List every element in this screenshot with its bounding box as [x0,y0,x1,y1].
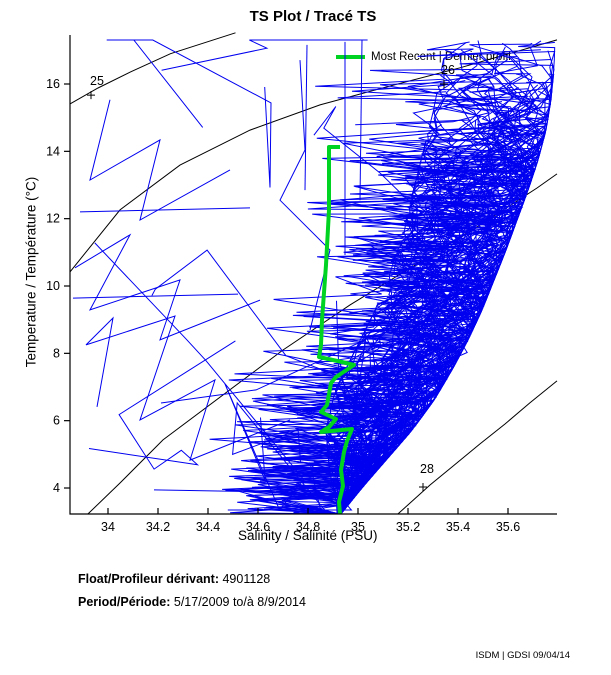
period-line: Period/Période: 5/17/2009 to/à 8/9/2014 [78,591,306,614]
x-tick-label: 35.2 [396,520,420,534]
y-tick-label: 12 [46,212,60,226]
ts-profile-line [160,257,468,404]
x-tick-label: 34.6 [246,520,270,534]
y-tick-label: 8 [53,346,60,360]
contour-label: 28 [420,462,434,476]
float-id-value: 4901128 [222,572,271,586]
ts-profile-line [153,462,353,511]
density-contour-line [397,380,558,515]
ts-profile-line [151,249,340,378]
ts-profile-line [89,99,231,221]
contour-anchor-plus [87,91,95,100]
legend-line-swatch [336,55,365,59]
source-stamp: ISDM | GDSI 09/04/14 [475,650,570,661]
density-contour-line [69,32,236,105]
ts-profile-line [304,44,308,191]
plot-title: TS Plot / Tracé TS [249,8,377,25]
ts-profile-line [280,321,471,515]
ts-profile-line [106,39,272,188]
ts-profile-line [337,50,555,515]
ts-profile-line [94,242,305,511]
x-tick-label: 34.2 [146,520,170,534]
y-tick-label: 6 [53,414,60,428]
ts-profile-line [327,168,526,515]
ts-profile-line [337,265,487,515]
ts-profile-line [339,432,369,515]
x-tick-label: 35.6 [496,520,520,534]
ts-profile-line [339,337,462,515]
ts-profile-line [319,277,450,515]
ts-profile-line [161,39,368,71]
y-tick-label: 10 [46,279,60,293]
ts-profile-line [74,233,261,341]
ts-profile-line [72,293,239,299]
ts-profile-line [85,315,291,461]
y-tick-label: 16 [46,77,60,91]
density-contour-line [69,39,558,273]
y-tick-label: 4 [53,481,60,495]
x-axis-label: Salinity / Salinité (PSU) [238,528,378,543]
ts-profile-line [237,158,494,515]
ts-profile-line [272,133,476,515]
ts-profile-line [338,375,416,515]
most-recent-profile-line [317,145,356,515]
float-id-line: Float/Profileur dérivant: 4901128 [78,568,306,591]
axes-spines [69,35,557,515]
ts-profile-line [79,207,251,213]
x-tick-label: 35.4 [446,520,470,534]
x-tick-label: 34 [101,520,115,534]
ts-profile-line [88,340,236,470]
ts-profile-line [359,39,363,201]
contour-label: 26 [441,63,455,77]
x-tick-label: 35 [351,520,365,534]
ts-profile-line [337,246,470,515]
ts-profile-line [234,409,380,515]
contour-anchor-plus [419,482,427,491]
ts-profile-line [265,268,493,515]
ts-profile-line [296,128,538,515]
period-label: Period/Période: [78,595,171,609]
x-tick-label: 34.4 [196,520,220,534]
contour-label: 25 [90,74,104,88]
plot-footer: Float/Profileur dérivant: 4901128 Period… [78,568,306,614]
ts-profile-line [322,350,409,515]
x-tick-label: 34.8 [296,520,320,534]
period-value: 5/17/2009 to/à 8/9/2014 [173,595,306,609]
ts-profile-line [266,269,499,515]
ts-profile-line [232,401,326,511]
ts-profile-line [315,320,409,515]
y-tick-label: 14 [46,144,60,158]
float-id-label: Float/Profileur dérivant: [78,572,219,586]
ts-profile-line [336,245,449,515]
contour-anchor-plus [440,80,448,88]
ts-profile-line [313,106,420,212]
ts-profile-line [338,271,490,515]
ts-profile-line [315,42,507,515]
